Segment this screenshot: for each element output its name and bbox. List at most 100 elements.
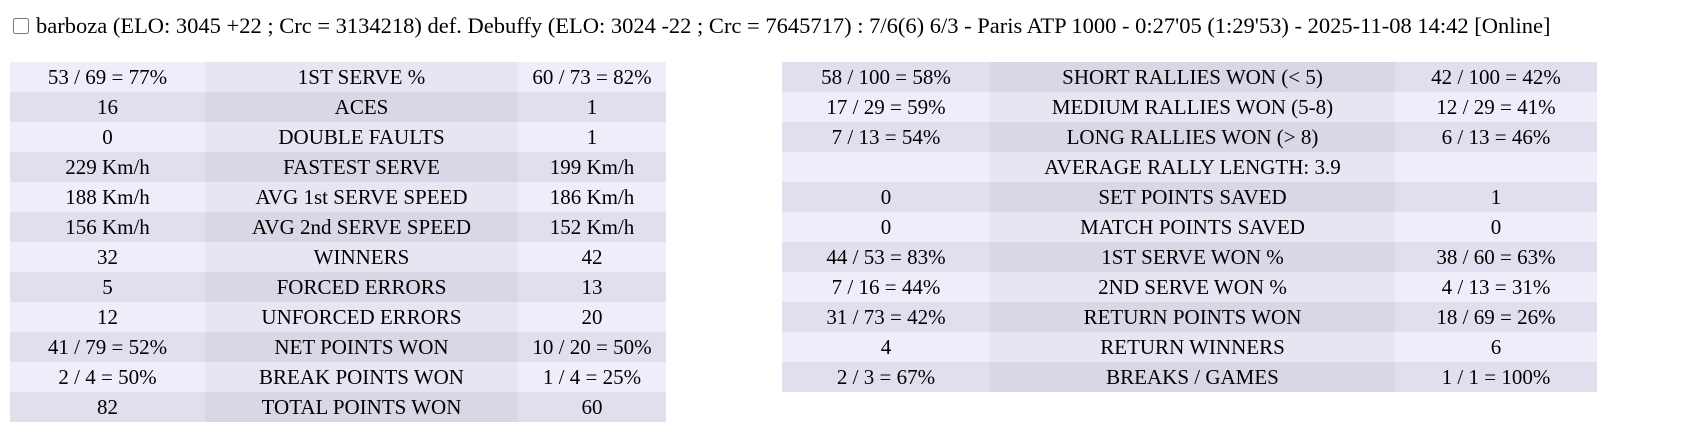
stat-label: WINNERS bbox=[205, 242, 518, 272]
stat-label: LONG RALLIES WON (> 8) bbox=[990, 122, 1395, 152]
stat-label: BREAKS / GAMES bbox=[990, 362, 1395, 392]
stat-value-player1: 16 bbox=[10, 92, 205, 122]
table-row: 0 SET POINTS SAVED 1 bbox=[782, 182, 1597, 212]
stat-value-player1: 41 / 79 = 52% bbox=[10, 332, 205, 362]
stat-value-player2: 199 Km/h bbox=[518, 152, 666, 182]
table-row: 0 DOUBLE FAULTS 1 bbox=[10, 122, 666, 152]
stat-label: RETURN WINNERS bbox=[990, 332, 1395, 362]
stat-value-player1: 0 bbox=[10, 122, 205, 152]
stat-label: UNFORCED ERRORS bbox=[205, 302, 518, 332]
table-row: 7 / 16 = 44% 2ND SERVE WON % 4 / 13 = 31% bbox=[782, 272, 1597, 302]
stat-value-player2: 6 bbox=[1395, 332, 1597, 362]
table-row: 44 / 53 = 83% 1ST SERVE WON % 38 / 60 = 63… bbox=[782, 242, 1597, 272]
table-row: 4 RETURN WINNERS 6 bbox=[782, 332, 1597, 362]
stat-value-player2: 42 / 100 = 42% bbox=[1395, 62, 1597, 92]
stat-value-player1: 188 Km/h bbox=[10, 182, 205, 212]
left-table-body: 53 / 69 = 77% 1ST SERVE % 60 / 73 = 82% 16 A… bbox=[10, 62, 666, 422]
stat-value-player1: 2 / 3 = 67% bbox=[782, 362, 990, 392]
stat-label: 2ND SERVE WON % bbox=[990, 272, 1395, 302]
serve-and-points-stats-table: 53 / 69 = 77% 1ST SERVE % 60 / 73 = 82% 16 A… bbox=[10, 62, 666, 422]
stat-value-player2: 20 bbox=[518, 302, 666, 332]
stat-value-player2 bbox=[1395, 152, 1597, 182]
match-result-title: barboza (ELO: 3045 +22 ; Crc = 3134218) … bbox=[36, 13, 1551, 38]
stat-label: SET POINTS SAVED bbox=[990, 182, 1395, 212]
stat-value-player1: 0 bbox=[782, 182, 990, 212]
stat-value-player2: 6 / 13 = 46% bbox=[1395, 122, 1597, 152]
stat-value-player2: 42 bbox=[518, 242, 666, 272]
match-header: barboza (ELO: 3045 +22 ; Crc = 3134218) … bbox=[13, 8, 1550, 44]
stat-value-player2: 60 / 73 = 82% bbox=[518, 62, 666, 92]
stat-label: DOUBLE FAULTS bbox=[205, 122, 518, 152]
table-row: 0 MATCH POINTS SAVED 0 bbox=[782, 212, 1597, 242]
stat-label: ACES bbox=[205, 92, 518, 122]
stat-label: MATCH POINTS SAVED bbox=[990, 212, 1395, 242]
stat-value-player2: 18 / 69 = 26% bbox=[1395, 302, 1597, 332]
stat-value-player1: 31 / 73 = 42% bbox=[782, 302, 990, 332]
stat-value-player1: 82 bbox=[10, 392, 205, 422]
stat-value-player1: 5 bbox=[10, 272, 205, 302]
stat-label: AVERAGE RALLY LENGTH: 3.9 bbox=[990, 152, 1395, 182]
stat-label: NET POINTS WON bbox=[205, 332, 518, 362]
stat-label: AVG 1st SERVE SPEED bbox=[205, 182, 518, 212]
stat-value-player1: 229 Km/h bbox=[10, 152, 205, 182]
stat-value-player1: 44 / 53 = 83% bbox=[782, 242, 990, 272]
stat-value-player2: 10 / 20 = 50% bbox=[518, 332, 666, 362]
stat-value-player2: 4 / 13 = 31% bbox=[1395, 272, 1597, 302]
table-row: 31 / 73 = 42% RETURN POINTS WON 18 / 69 = … bbox=[782, 302, 1597, 332]
stat-label: BREAK POINTS WON bbox=[205, 362, 518, 392]
stat-value-player2: 1 bbox=[1395, 182, 1597, 212]
stat-value-player2: 1 / 4 = 25% bbox=[518, 362, 666, 392]
table-row: AVERAGE RALLY LENGTH: 3.9 bbox=[782, 152, 1597, 182]
table-row: 53 / 69 = 77% 1ST SERVE % 60 / 73 = 82% bbox=[10, 62, 666, 92]
stat-value-player2: 0 bbox=[1395, 212, 1597, 242]
table-row: 5 FORCED ERRORS 13 bbox=[10, 272, 666, 302]
stat-value-player2: 60 bbox=[518, 392, 666, 422]
table-row: 7 / 13 = 54% LONG RALLIES WON (> 8) 6 / 13… bbox=[782, 122, 1597, 152]
stat-value-player2: 12 / 29 = 41% bbox=[1395, 92, 1597, 122]
stat-label: 1ST SERVE % bbox=[205, 62, 518, 92]
stat-label: MEDIUM RALLIES WON (5-8) bbox=[990, 92, 1395, 122]
table-row: 2 / 3 = 67% BREAKS / GAMES 1 / 1 = 100% bbox=[782, 362, 1597, 392]
stat-value-player2: 152 Km/h bbox=[518, 212, 666, 242]
stat-value-player2: 1 bbox=[518, 122, 666, 152]
stat-label: AVG 2nd SERVE SPEED bbox=[205, 212, 518, 242]
stat-value-player1: 4 bbox=[782, 332, 990, 362]
stat-value-player2: 13 bbox=[518, 272, 666, 302]
stat-label: FASTEST SERVE bbox=[205, 152, 518, 182]
table-row: 229 Km/h FASTEST SERVE 199 Km/h bbox=[10, 152, 666, 182]
stat-label: SHORT RALLIES WON (< 5) bbox=[990, 62, 1395, 92]
table-row: 2 / 4 = 50% BREAK POINTS WON 1 / 4 = 25% bbox=[10, 362, 666, 392]
stat-value-player2: 1 / 1 = 100% bbox=[1395, 362, 1597, 392]
table-row: 82 TOTAL POINTS WON 60 bbox=[10, 392, 666, 422]
stat-value-player1: 156 Km/h bbox=[10, 212, 205, 242]
stat-value-player1: 32 bbox=[10, 242, 205, 272]
table-row: 17 / 29 = 59% MEDIUM RALLIES WON (5-8) 12 … bbox=[782, 92, 1597, 122]
stat-value-player1: 53 / 69 = 77% bbox=[10, 62, 205, 92]
stat-value-player1: 7 / 13 = 54% bbox=[782, 122, 990, 152]
rally-and-return-stats-table: 58 / 100 = 58% SHORT RALLIES WON (< 5) 42 … bbox=[782, 62, 1597, 392]
table-row: 32 WINNERS 42 bbox=[10, 242, 666, 272]
table-row: 156 Km/h AVG 2nd SERVE SPEED 152 Km/h bbox=[10, 212, 666, 242]
stat-label: RETURN POINTS WON bbox=[990, 302, 1395, 332]
stat-label: TOTAL POINTS WON bbox=[205, 392, 518, 422]
table-row: 188 Km/h AVG 1st SERVE SPEED 186 Km/h bbox=[10, 182, 666, 212]
stat-value-player2: 1 bbox=[518, 92, 666, 122]
stat-value-player1: 0 bbox=[782, 212, 990, 242]
stat-label: FORCED ERRORS bbox=[205, 272, 518, 302]
stat-label: 1ST SERVE WON % bbox=[990, 242, 1395, 272]
table-row: 12 UNFORCED ERRORS 20 bbox=[10, 302, 666, 332]
stat-value-player2: 186 Km/h bbox=[518, 182, 666, 212]
stat-value-player2: 38 / 60 = 63% bbox=[1395, 242, 1597, 272]
table-row: 41 / 79 = 52% NET POINTS WON 10 / 20 = 50% bbox=[10, 332, 666, 362]
stat-value-player1: 17 / 29 = 59% bbox=[782, 92, 990, 122]
table-row: 16 ACES 1 bbox=[10, 92, 666, 122]
table-row: 58 / 100 = 58% SHORT RALLIES WON (< 5) 42 … bbox=[782, 62, 1597, 92]
stat-value-player1: 2 / 4 = 50% bbox=[10, 362, 205, 392]
right-table-body: 58 / 100 = 58% SHORT RALLIES WON (< 5) 42 … bbox=[782, 62, 1597, 392]
stat-value-player1: 58 / 100 = 58% bbox=[782, 62, 990, 92]
stat-value-player1 bbox=[782, 152, 990, 182]
match-select-checkbox[interactable] bbox=[13, 18, 29, 34]
stat-value-player1: 12 bbox=[10, 302, 205, 332]
stat-value-player1: 7 / 16 = 44% bbox=[782, 272, 990, 302]
